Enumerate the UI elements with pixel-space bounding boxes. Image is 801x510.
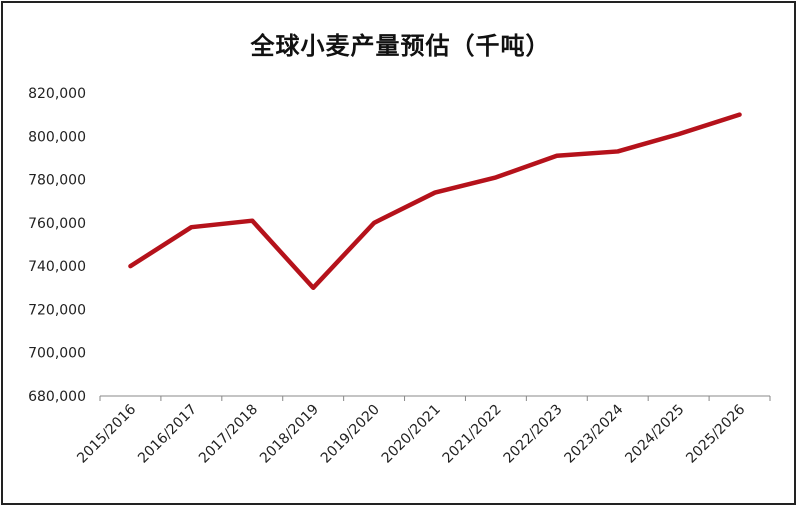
y-tick-label: 720,000 (28, 302, 86, 318)
x-tick-label: 2025/2026 (683, 401, 748, 466)
x-tick-label: 2019/2020 (318, 402, 383, 467)
series-group (128, 112, 742, 291)
x-tick-label: 2023/2024 (562, 401, 627, 466)
x-tick-label: 2017/2018 (196, 402, 261, 467)
x-tick-label: 2022/2023 (501, 402, 566, 467)
y-tick-label: 760,000 (28, 216, 86, 232)
x-tick-label: 2020/2021 (379, 402, 444, 467)
axes (99, 395, 771, 401)
y-tick-label: 680,000 (28, 389, 86, 405)
series-line (128, 112, 742, 291)
y-tick-label: 700,000 (28, 346, 86, 362)
x-tick-label: 2015/2016 (74, 401, 139, 466)
chart-title: 全球小麦产量预估（千吨） (250, 31, 551, 60)
y-tick-label: 800,000 (28, 129, 86, 145)
x-tick-label: 2018/2019 (257, 402, 322, 467)
x-tick-label: 2024/2025 (622, 402, 687, 467)
y-tick-label: 820,000 (28, 86, 86, 102)
y-axis-ticks: 680,000 700,000 720,000 740,000 760,000 780,0… (28, 86, 86, 405)
y-tick-label: 740,000 (28, 259, 86, 275)
y-tick-label: 780,000 (28, 173, 86, 189)
x-tick-label: 2016/2017 (135, 402, 200, 467)
x-axis-ticks: 2015/20162016/20172017/20182018/20192019… (74, 401, 748, 466)
x-tick-label: 2021/2022 (440, 402, 505, 467)
